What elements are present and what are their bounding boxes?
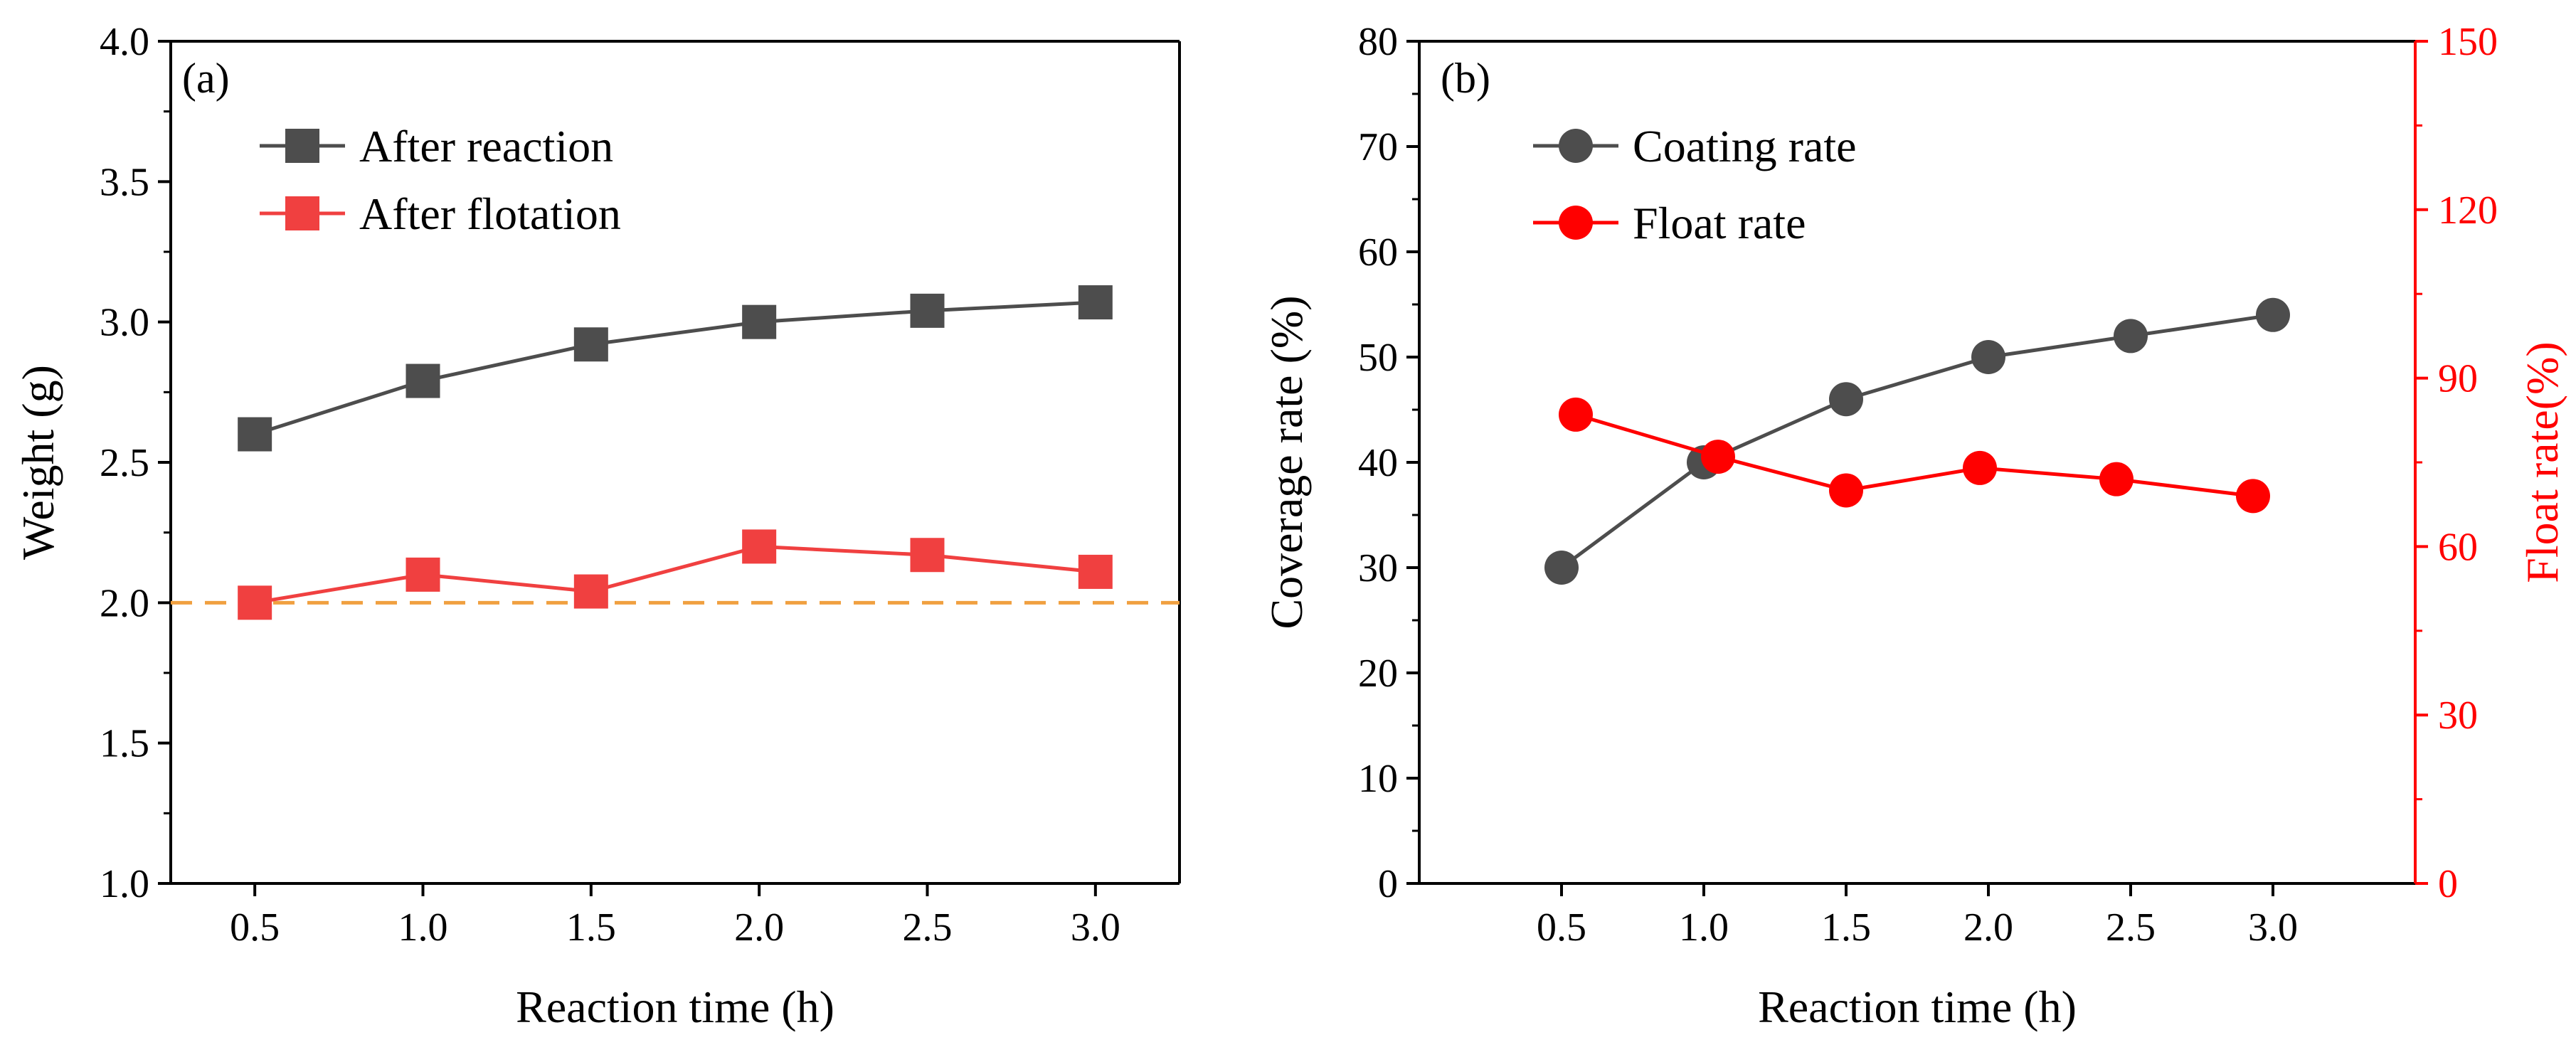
- data-point: [238, 417, 272, 452]
- y-tick-label: 3.0: [100, 301, 149, 345]
- legend-marker: [1559, 129, 1593, 163]
- data-point: [2236, 479, 2270, 514]
- x-tick-label: 2.5: [903, 905, 953, 950]
- data-point: [573, 327, 608, 362]
- right-y-tick-label: 0: [2438, 862, 2458, 906]
- legend-label: Coating rate: [1633, 121, 1857, 171]
- data-point: [406, 557, 440, 592]
- y-tick-label: 30: [1358, 546, 1398, 590]
- data-point: [2256, 297, 2290, 332]
- data-point: [1559, 397, 1593, 432]
- y-tick-label: 1.5: [100, 722, 149, 766]
- x-tick-label: 1.5: [1821, 905, 1871, 950]
- data-point: [1829, 382, 1863, 417]
- legend-marker: [285, 129, 319, 163]
- data-point: [1963, 450, 1997, 485]
- x-tick-label: 0.5: [1537, 905, 1586, 950]
- data-point: [1544, 551, 1579, 585]
- series-line: [1575, 413, 2254, 498]
- x-tick-label: 1.0: [1679, 905, 1729, 950]
- x-axis-title: Reaction time (h): [516, 982, 834, 1032]
- data-point: [1078, 554, 1113, 589]
- y-tick-label: 2.0: [100, 581, 149, 625]
- data-point: [573, 574, 608, 609]
- x-tick-label: 2.0: [734, 905, 784, 950]
- data-point: [1701, 440, 1735, 474]
- series-line: [1560, 313, 2274, 570]
- right-y-tick-label: 60: [2438, 525, 2478, 569]
- x-tick-label: 3.0: [1071, 905, 1120, 950]
- data-point: [1971, 340, 2005, 374]
- legend-label: After reaction: [359, 121, 613, 171]
- right-y-axis-title: Float rate(%): [2517, 341, 2567, 583]
- legend-marker: [285, 196, 319, 230]
- y-tick-label: 2.5: [100, 441, 149, 485]
- series-line: [254, 544, 1096, 605]
- data-point: [910, 538, 945, 573]
- data-point: [1829, 473, 1863, 508]
- data-point: [742, 529, 777, 564]
- y-tick-label: 0: [1378, 862, 1398, 906]
- data-point: [238, 585, 272, 620]
- legend-marker: [1559, 206, 1593, 240]
- x-tick-label: 1.0: [398, 905, 448, 950]
- right-y-tick-label: 150: [2438, 20, 2498, 64]
- x-tick-label: 2.5: [2106, 905, 2156, 950]
- right-y-tick-label: 90: [2438, 357, 2478, 401]
- y-tick-label: 10: [1358, 757, 1398, 801]
- data-point: [2114, 319, 2148, 354]
- panel-label: (a): [182, 55, 230, 102]
- x-tick-label: 0.5: [230, 905, 280, 950]
- chart-panel-b: 0.5 1.0 1.5 2.0 2.5 3.0 0 10 20 30 40 50 60 70 80 0 30 60…: [1261, 20, 2567, 1032]
- data-point: [1078, 285, 1113, 320]
- x-tick-label: 1.5: [566, 905, 616, 950]
- legend-label: After flotation: [359, 188, 621, 239]
- data-point: [742, 304, 777, 339]
- legend-label: Float rate: [1633, 198, 1806, 248]
- panel-label: (b): [1441, 55, 1490, 102]
- series-line: [254, 300, 1096, 436]
- y-tick-label: 70: [1358, 125, 1398, 169]
- data-point: [910, 293, 945, 328]
- y-tick-label: 80: [1358, 20, 1398, 64]
- y-tick-label: 20: [1358, 652, 1398, 696]
- y-axis-title: Weight (g): [13, 365, 63, 560]
- right-y-tick-label: 30: [2438, 694, 2478, 738]
- x-tick-label: 2.0: [1963, 905, 2013, 950]
- data-point: [406, 363, 440, 398]
- y-tick-label: 1.0: [100, 862, 149, 906]
- y-tick-label: 4.0: [100, 20, 149, 64]
- x-tick-label: 3.0: [2248, 905, 2298, 950]
- chart-panel-a: 0.5 1.0 1.5 2.0 2.5 3.0 1.0 1.5 2.0 2.5 3.0 3.5 4.0 R…: [13, 20, 1181, 1032]
- y-tick-label: 60: [1358, 230, 1398, 275]
- y-axis-title: Coverage rate (%): [1261, 295, 1312, 629]
- y-tick-label: 3.5: [100, 160, 149, 204]
- y-tick-label: 40: [1358, 441, 1398, 485]
- data-point: [2099, 462, 2134, 496]
- right-y-tick-label: 120: [2438, 188, 2498, 233]
- x-axis-title: Reaction time (h): [1758, 982, 2077, 1032]
- y-tick-label: 50: [1358, 336, 1398, 380]
